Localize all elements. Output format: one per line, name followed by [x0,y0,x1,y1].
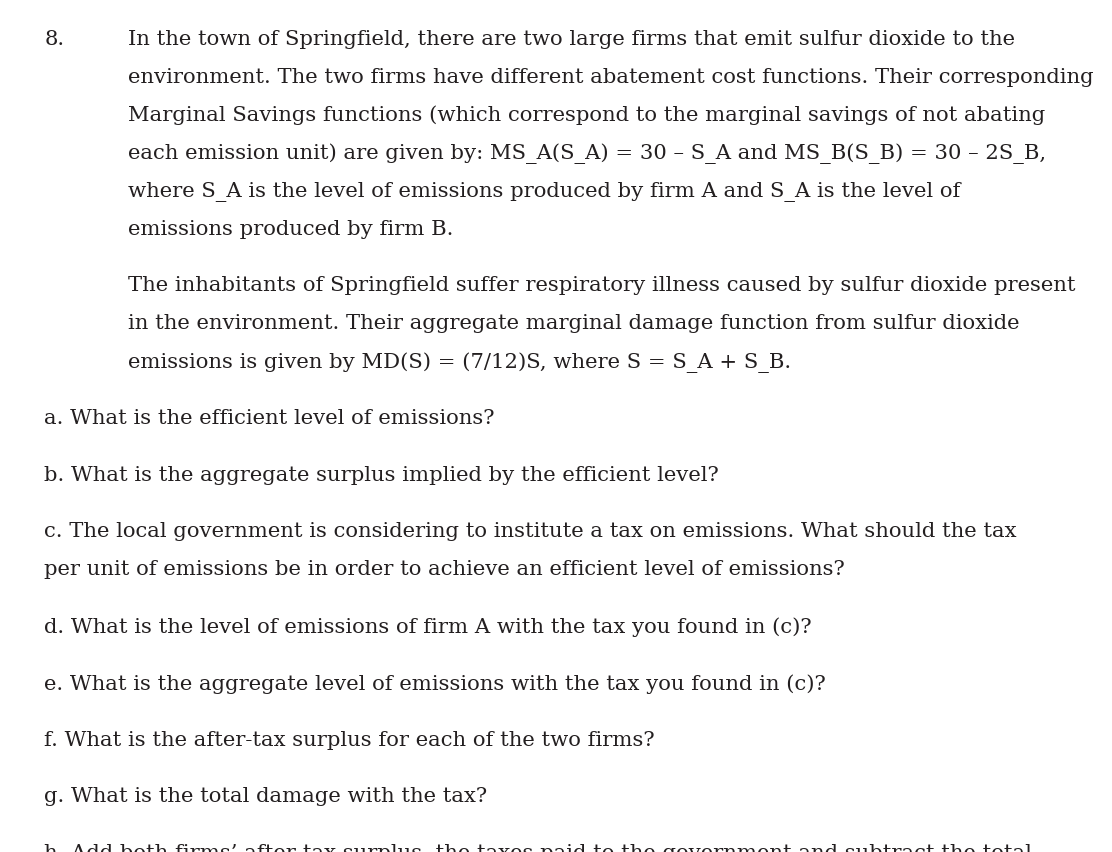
Text: in the environment. Their aggregate marginal damage function from sulfur dioxide: in the environment. Their aggregate marg… [128,314,1020,333]
Text: Marginal Savings functions (which correspond to the marginal savings of not abat: Marginal Savings functions (which corres… [128,106,1045,125]
Text: b. What is the aggregate surplus implied by the efficient level?: b. What is the aggregate surplus implied… [44,465,719,484]
Text: emissions produced by firm B.: emissions produced by firm B. [128,219,454,239]
Text: In the town of Springfield, there are two large firms that emit sulfur dioxide t: In the town of Springfield, there are tw… [128,30,1015,49]
Text: h. Add both firms’ after-tax surplus, the taxes paid to the government and subtr: h. Add both firms’ after-tax surplus, th… [44,843,1032,852]
Text: g. What is the total damage with the tax?: g. What is the total damage with the tax… [44,786,487,805]
Text: environment. The two firms have different abatement cost functions. Their corres: environment. The two firms have differen… [128,68,1093,87]
Text: each emission unit) are given by: MS_A(S_A) = 30 – S_A and MS_B(S_B) = 30 – 2S_B: each emission unit) are given by: MS_A(S… [128,144,1046,164]
Text: d. What is the level of emissions of firm A with the tax you found in (c)?: d. What is the level of emissions of fir… [44,616,812,636]
Text: The inhabitants of Springfield suffer respiratory illness caused by sulfur dioxi: The inhabitants of Springfield suffer re… [128,276,1075,295]
Text: a. What is the efficient level of emissions?: a. What is the efficient level of emissi… [44,408,495,428]
Text: emissions is given by MD(S) = (7/12)S, where S = S_A + S_B.: emissions is given by MD(S) = (7/12)S, w… [128,352,791,372]
Text: f. What is the after-tax surplus for each of the two firms?: f. What is the after-tax surplus for eac… [44,729,655,749]
Text: 8.: 8. [44,30,64,49]
Text: e. What is the aggregate level of emissions with the tax you found in (c)?: e. What is the aggregate level of emissi… [44,673,826,693]
Text: where S_A is the level of emissions produced by firm A and S_A is the level of: where S_A is the level of emissions prod… [128,181,961,201]
Text: per unit of emissions be in order to achieve an efficient level of emissions?: per unit of emissions be in order to ach… [44,560,845,579]
Text: c. The local government is considering to institute a tax on emissions. What sho: c. The local government is considering t… [44,521,1017,541]
